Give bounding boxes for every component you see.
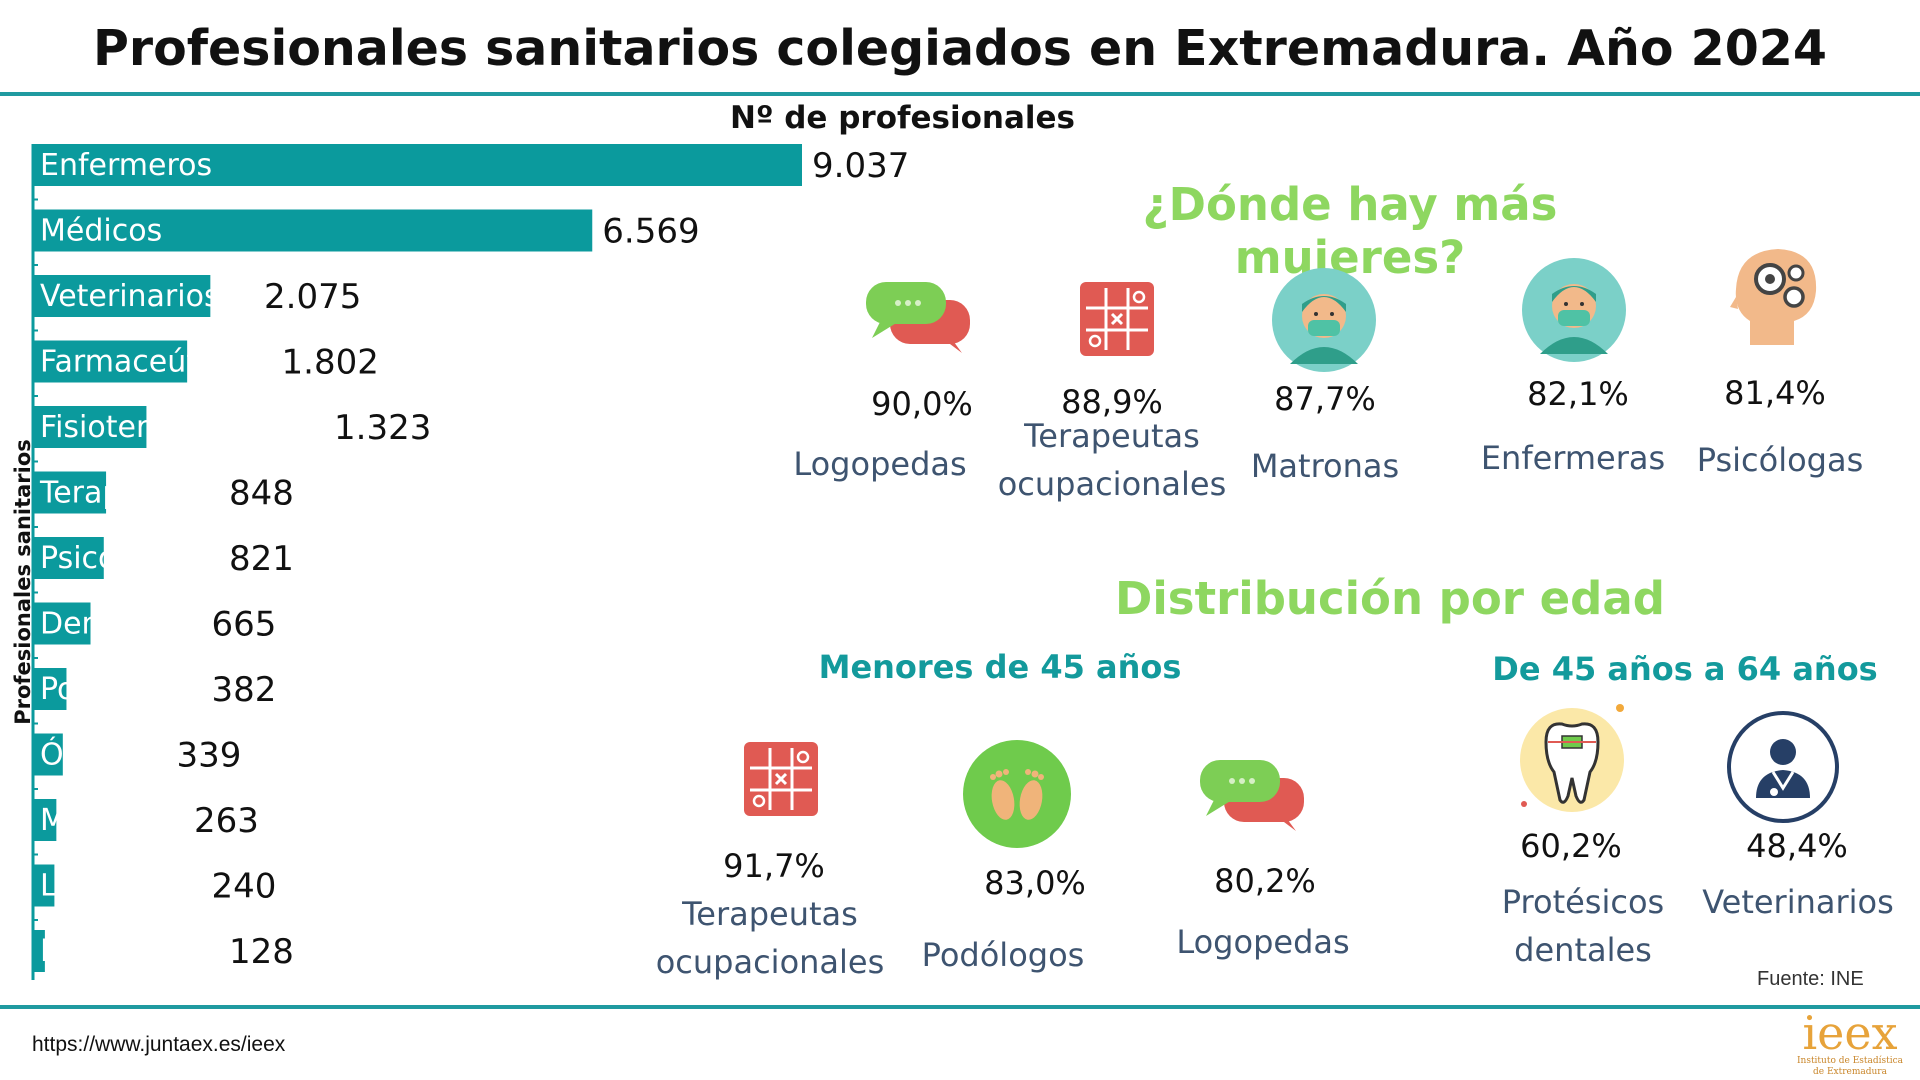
bar	[34, 930, 45, 972]
from45to64-title: De 45 años a 64 años	[1492, 650, 1878, 688]
bar	[34, 406, 147, 448]
bar-value-label: 665	[212, 605, 277, 645]
logo-subtitle-1: Instituto de Estadística	[1796, 1056, 1904, 1066]
bar-value-label: 821	[229, 539, 294, 579]
women-pct: 88,9%	[1061, 383, 1163, 421]
age-section-title: Distribución por edad	[1115, 572, 1665, 625]
bar-value-label: 2.075	[264, 277, 361, 317]
footprints-icon	[963, 740, 1071, 848]
women-label: Matronas	[1250, 447, 1400, 485]
women-label: Psicólogas	[1696, 441, 1864, 479]
logo-word: ieex	[1802, 1006, 1898, 1060]
bar-chart: Enfermeros 9.037 Médicos 6.569 Veterinarios 2…	[31, 144, 909, 980]
bar	[34, 602, 91, 645]
women-pct: 81,4%	[1724, 374, 1826, 412]
bar-category-label: Terapeutas	[39, 476, 205, 511]
source-note: Fuente: INE	[1757, 968, 1864, 990]
bar-value-label: 1.802	[282, 343, 379, 383]
women-label: Terapeutas ocupacionales	[997, 417, 1227, 503]
bar-category-label: Logopedas	[40, 869, 203, 904]
nurse-mask-icon	[1272, 268, 1376, 372]
bar	[34, 733, 63, 776]
bar-category-label: Médicos	[40, 214, 162, 249]
chart-title: Nº de profesionales	[730, 100, 1075, 136]
ieex-logo: ieex Instituto de Estadística de Extrema…	[1790, 1010, 1910, 1078]
bar	[34, 275, 211, 317]
women-pct: 82,1%	[1527, 375, 1629, 413]
bar-category-label: Fisioteraperutas	[40, 410, 281, 445]
head-gears-icon	[1730, 249, 1817, 345]
under45-pct: 80,2%	[1214, 862, 1316, 900]
bar-category-label: Matronas	[40, 803, 179, 838]
bar-value-label: 339	[177, 736, 242, 776]
under45-label: Podólogos	[921, 936, 1085, 974]
from45to64-label: Protésicos dentales	[1501, 883, 1665, 969]
bar-category-label: Protésicos	[40, 934, 192, 969]
bar	[34, 799, 57, 841]
under45-label: Terapeutas ocupacionales	[655, 895, 885, 981]
logo-subtitle-2: de Extremadura	[1813, 1067, 1887, 1077]
vet-doctor-icon	[1727, 711, 1839, 823]
bar-value-label: 848	[229, 474, 294, 514]
under45-pct: 91,7%	[723, 847, 825, 885]
women-label: Enfermeras	[1480, 439, 1666, 477]
women-pct: 87,7%	[1274, 380, 1376, 418]
bar-value-label: 128	[229, 932, 294, 972]
tic-tac-toe-icon	[1080, 282, 1154, 356]
bar	[34, 209, 593, 252]
bar	[34, 340, 188, 383]
tooth-icon	[1520, 704, 1624, 812]
speech-bubbles-icon	[1200, 760, 1304, 831]
bar-category-label: Farmaceúticos	[40, 345, 257, 380]
bar-category-label: Dentistas	[40, 607, 182, 642]
bar-category-label: Ópticos	[40, 736, 153, 773]
bar-category-label: Veterinarios	[40, 279, 220, 314]
bar-value-label: 9.037	[812, 146, 909, 186]
bar	[34, 537, 104, 579]
nurse-mask-icon	[1522, 258, 1626, 362]
page-title: Profesionales sanitarios colegiados en E…	[93, 20, 1827, 77]
bar	[34, 668, 67, 710]
bar-value-label: 240	[212, 867, 277, 907]
from45to64-pct: 60,2%	[1520, 827, 1622, 865]
tic-tac-toe-icon	[744, 742, 818, 816]
from45to64-pct: 48,4%	[1746, 827, 1848, 865]
bottom-divider	[0, 1005, 1920, 1009]
women-pct: 90,0%	[871, 385, 973, 423]
bar-category-label: Enfermeros	[40, 148, 212, 183]
top-divider	[0, 92, 1920, 96]
footer-url[interactable]: https://www.juntaex.es/ieex	[32, 1033, 286, 1056]
bar-value-label: 382	[212, 670, 277, 710]
under45-label: Logopedas	[1176, 923, 1350, 961]
from45to64-label: Veterinarios	[1702, 883, 1894, 921]
women-label: Logopedas	[793, 445, 967, 483]
bar	[34, 471, 107, 514]
under45-title: Menores de 45 años	[818, 648, 1182, 686]
bar	[34, 144, 802, 186]
under45-pct: 83,0%	[984, 864, 1086, 902]
bar	[34, 864, 55, 907]
bar-value-label: 6.569	[602, 212, 699, 252]
bar-value-label: 263	[194, 801, 259, 841]
speech-bubbles-icon	[866, 282, 970, 353]
bar-category-label: Psicólogos	[40, 541, 196, 576]
bar-value-label: 1.323	[334, 408, 431, 448]
bar-category-label: Podólogos	[40, 672, 193, 707]
